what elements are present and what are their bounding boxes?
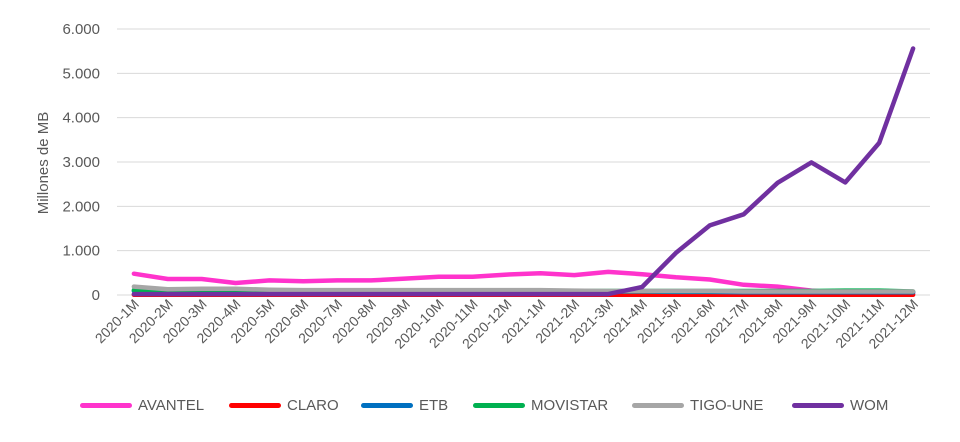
y-tick-label: 5.000: [62, 65, 100, 82]
series-line-wom: [131, 46, 916, 297]
y-tick-label: 0: [92, 287, 100, 304]
legend-item-etb: ETB: [361, 392, 448, 418]
legend: AVANTEL CLARO ETB MOVISTAR TIGO-UNE WOM: [0, 392, 960, 418]
y-tick-label: 2.000: [62, 198, 100, 215]
legend-item-movistar: MOVISTAR: [473, 392, 608, 418]
y-tick-label: 1.000: [62, 243, 100, 260]
legend-swatch: [229, 402, 281, 408]
legend-label: WOM: [850, 396, 889, 414]
series-line-tigo-une: [131, 284, 916, 294]
gridlines: [117, 28, 930, 296]
legend-swatch: [632, 402, 684, 408]
y-tick-label: 3.000: [62, 154, 100, 171]
legend-item-claro: CLARO: [229, 392, 339, 418]
y-tick-label: 6.000: [62, 21, 100, 38]
y-axis-label: Millones de MB: [35, 112, 52, 215]
y-tick-label: 4.000: [62, 110, 100, 127]
legend-label: CLARO: [287, 396, 339, 414]
legend-item-tigo-une: TIGO-UNE: [632, 392, 763, 418]
x-axis-ticks: 2020-1M2020-2M2020-3M2020-4M2020-5M2020-…: [92, 296, 922, 352]
legend-item-avantel: AVANTEL: [80, 392, 204, 418]
legend-swatch: [473, 402, 525, 408]
legend-swatch: [792, 402, 844, 408]
legend-label: AVANTEL: [138, 396, 205, 414]
legend-label: TIGO-UNE: [690, 396, 764, 414]
legend-item-wom: WOM: [792, 392, 888, 418]
legend-swatch: [80, 402, 132, 408]
series-line-avantel: [131, 269, 916, 296]
legend-swatch: [361, 402, 413, 408]
legend-label: MOVISTAR: [531, 396, 609, 414]
y-axis-ticks: 0 1.000 2.000 3.000 4.000 5.000 6.000: [62, 21, 100, 304]
series-lines: [131, 46, 916, 298]
legend-label: ETB: [419, 396, 449, 414]
